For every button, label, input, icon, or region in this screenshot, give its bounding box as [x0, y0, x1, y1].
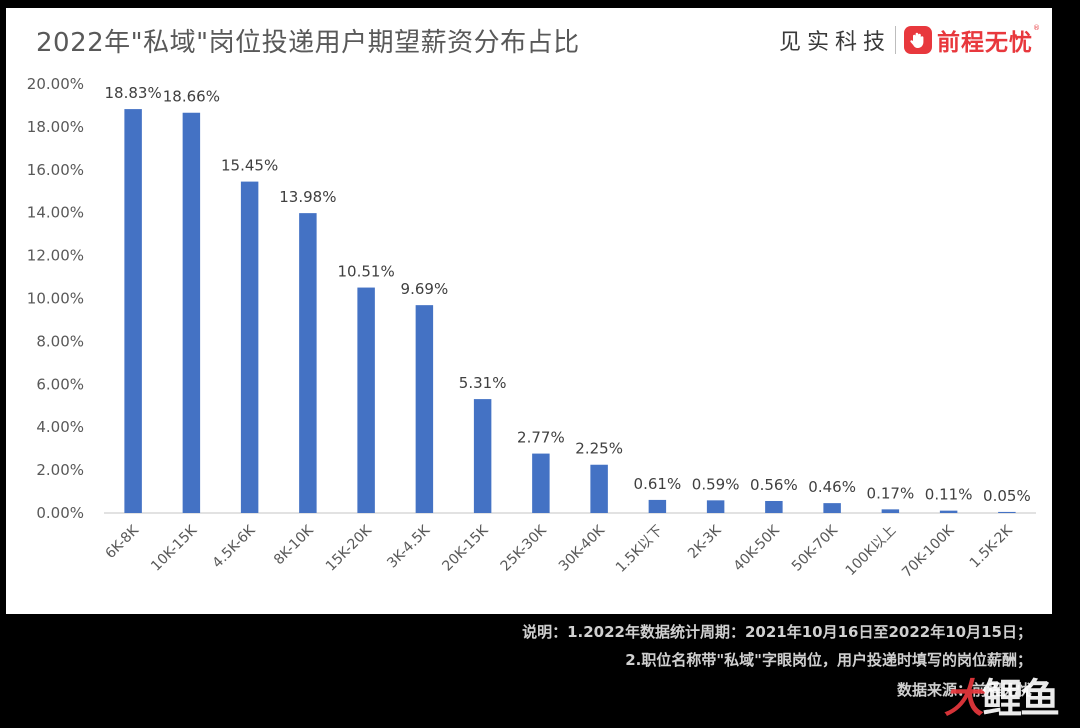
bar-25K-30K	[532, 453, 550, 513]
note-line-2: 2.职位名称带"私域"字眼岗位，用户投递时填写的岗位薪酬；	[625, 651, 1032, 669]
bar-30K-40K	[590, 464, 608, 513]
data-label: 0.56%	[750, 476, 798, 494]
x-tick-label: 100K以上	[843, 523, 900, 580]
data-label: 2.25%	[575, 440, 623, 458]
watermark: 大鲤鱼	[944, 666, 1060, 724]
y-tick-label: 6.00%	[36, 375, 84, 393]
bar-3K-4.5K	[415, 305, 434, 513]
y-tick-label: 16.00%	[27, 161, 84, 179]
x-tick-label: 50K-70K	[789, 522, 842, 575]
y-tick-label: 10.00%	[27, 290, 84, 308]
bar-100K以上	[881, 509, 900, 513]
bar-10K-15K	[182, 112, 201, 514]
data-label: 18.83%	[105, 84, 162, 102]
hand-icon	[904, 26, 932, 54]
data-label: 0.17%	[867, 484, 915, 502]
x-tick-label: 8K-10K	[271, 522, 317, 568]
x-tick-label: 1.5K-2K	[967, 522, 1016, 571]
x-tick-label: 40K-50K	[731, 522, 784, 575]
bar-50K-70K	[823, 503, 841, 513]
x-tick-label: 2K-3K	[685, 522, 725, 562]
y-tick-label: 14.00%	[27, 204, 84, 222]
data-label: 0.05%	[983, 487, 1031, 505]
x-tick-label: 1.5K以下	[613, 523, 666, 576]
data-label: 5.31%	[459, 374, 507, 392]
x-tick-label: 4.5K-6K	[210, 522, 259, 571]
bar-70K-100K	[939, 510, 958, 513]
bar-2K-3K	[706, 500, 725, 513]
data-label: 2.77%	[517, 429, 565, 447]
watermark-part-1: 大	[944, 676, 984, 722]
data-label: 18.66%	[163, 88, 220, 106]
chart-title: 2022年"私域"岗位投递用户期望薪资分布占比	[36, 28, 580, 58]
x-tick-label: 25K-30K	[498, 522, 551, 575]
x-tick-label: 3K-4.5K	[384, 522, 433, 571]
x-tick-label: 30K-40K	[556, 522, 609, 575]
data-label: 15.45%	[221, 157, 278, 175]
note-line-1: 说明：1.2022年数据统计周期：2021年10月16日至2022年10月15日…	[522, 623, 1032, 641]
bar-15K-20K	[357, 287, 375, 513]
y-tick-label: 12.00%	[27, 247, 84, 265]
registered-mark: ®	[1033, 24, 1040, 32]
x-tick-label: 10K-15K	[148, 522, 201, 575]
bar-8K-10K	[299, 213, 317, 513]
y-tick-label: 0.00%	[36, 504, 84, 522]
bar-6K-8K	[124, 109, 142, 513]
watermark-part-2: 鲤鱼	[982, 676, 1060, 722]
x-tick-label: 20K-15K	[439, 522, 492, 575]
data-label: 0.46%	[808, 478, 856, 496]
bar-chart: 0.00% 2.00% 4.00% 6.00% 8.00% 10.00% 12.00% 14.…	[27, 75, 1036, 581]
x-tick-label: 70K-100K	[899, 522, 958, 581]
chart-notes: 说明：1.2022年数据统计周期：2021年10月16日至2022年10月15日…	[522, 618, 1032, 704]
data-label: 13.98%	[279, 188, 336, 206]
brand-jianshi-keji: 见实科技	[778, 30, 891, 55]
data-source: 数据来源：前程无忧	[896, 681, 1032, 699]
bar-1.5K-2K	[998, 511, 1016, 513]
bar-40K-50K	[765, 500, 783, 513]
data-label: 9.69%	[401, 280, 449, 298]
data-label: 0.11%	[925, 486, 973, 504]
bar-4.5K-6K	[240, 181, 259, 513]
brand-logos: 见实科技 前程无忧 ®	[779, 20, 1040, 60]
bar-20K-15K	[473, 399, 492, 513]
x-tick-label: 15K-20K	[323, 522, 376, 575]
y-tick-label: 20.00%	[27, 75, 84, 93]
brand-divider	[895, 26, 896, 54]
data-label: 0.61%	[634, 475, 682, 493]
bar-1.5K以下	[648, 499, 667, 513]
y-tick-label: 4.00%	[36, 418, 84, 436]
chart-card: 2022年"私域"岗位投递用户期望薪资分布占比 见实科技 前程无忧 ® 0.00…	[6, 8, 1052, 614]
x-tick-label: 6K-8K	[103, 522, 143, 562]
y-tick-label: 18.00%	[27, 118, 84, 136]
data-label: 10.51%	[338, 263, 395, 281]
y-tick-label: 8.00%	[36, 332, 84, 350]
brand-51job: 前程无忧	[937, 30, 1033, 56]
data-label: 0.59%	[692, 475, 740, 493]
y-tick-label: 2.00%	[36, 461, 84, 479]
